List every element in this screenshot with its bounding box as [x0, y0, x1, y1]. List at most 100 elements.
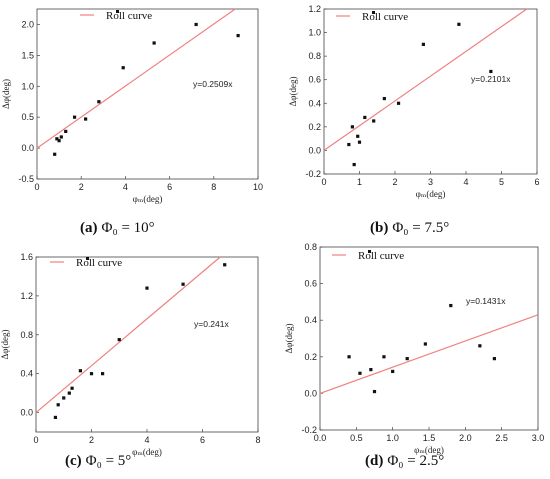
data-point — [101, 372, 105, 376]
fit-equation: y=0.241x — [194, 319, 229, 329]
x-tick-label: 5 — [499, 177, 504, 187]
data-point — [391, 369, 395, 374]
y-tick-label: 0.4 — [308, 98, 321, 108]
y-tick-label: 0.4 — [304, 315, 317, 325]
data-point — [457, 22, 461, 26]
data-point — [449, 303, 453, 308]
data-point — [194, 22, 198, 27]
data-point — [64, 129, 68, 133]
x-tick-label: 1.0 — [386, 433, 399, 443]
x-tick-label: 2 — [89, 435, 94, 445]
x-axis-label: φₘ(deg) — [132, 447, 162, 457]
x-tick-label: 6 — [534, 177, 539, 187]
x-tick-label: 4 — [144, 435, 149, 445]
x-tick-label: 6 — [200, 435, 205, 445]
data-point — [396, 101, 401, 105]
data-point — [382, 96, 386, 101]
caption-text: Φ₀ = 7.5° — [392, 220, 449, 236]
data-point — [357, 140, 362, 144]
caption-text: Φ₀ = 2.5° — [387, 453, 444, 469]
panel-caption: (a) Φ₀ = 10° — [80, 220, 155, 236]
fit-line — [323, 8, 528, 151]
legend-label: Roll curve — [362, 11, 408, 23]
fit-equation: y=0.2509x — [193, 79, 233, 89]
legend-label: Roll curve — [358, 250, 404, 262]
plot-frame — [35, 256, 259, 433]
plot-frame — [323, 8, 538, 175]
panel-caption: (c) Φ₀ = 5° — [65, 453, 131, 469]
data-point — [181, 282, 185, 286]
fit-line — [319, 314, 539, 394]
data-point — [372, 389, 377, 394]
data-point — [56, 403, 60, 407]
data-point — [97, 100, 101, 104]
data-point — [55, 137, 59, 141]
data-point — [53, 415, 58, 420]
y-axis-label: Δφ(deg) — [288, 77, 298, 107]
x-tick-label: 8 — [255, 435, 260, 445]
y-tick-label: 0.4 — [20, 369, 33, 379]
x-tick-label: 4 — [123, 182, 128, 192]
y-tick-label: -0.2 — [301, 425, 317, 435]
x-axis-label: φₘ(deg) — [416, 189, 446, 199]
data-point — [363, 115, 367, 120]
data-point — [356, 134, 360, 138]
data-point — [347, 355, 351, 359]
panel-caption: (b) Φ₀ = 7.5° — [370, 220, 449, 236]
legend-point-swatch — [368, 250, 371, 253]
y-tick-label: 1.0 — [21, 81, 34, 91]
x-tick-label: 8 — [211, 182, 216, 192]
data-point — [59, 135, 63, 139]
panel-a: 0 2 4 6 8 10 -0.5 0.0 0.5 1.0 1.5 2.0 Roll curve y=0.… — [1, 8, 263, 236]
panel-b: 0 1 2 3 4 5 6 -0.2 0.0 0.2 0.4 0.6 0.8 1.0 1.2 Roll cur… — [288, 4, 540, 236]
data-point — [423, 342, 427, 346]
x-tick-label: 4 — [463, 177, 468, 187]
panel-c: 0 2 4 6 8 0.0 0.4 0.8 1.2 1.6 Roll curve y=0.241x φₘ… — [0, 252, 261, 469]
data-point — [89, 372, 94, 376]
y-tick-label: -0.2 — [305, 169, 321, 179]
legend-point-swatch — [116, 10, 119, 13]
x-tick-label: 3.0 — [532, 433, 545, 443]
panel-d: 0.0 0.5 1.0 1.5 2.0 2.5 3.0-0.20.00.20.40.60.8… — [284, 242, 544, 469]
data-point — [62, 396, 66, 400]
y-tick-label: 0.5 — [21, 112, 34, 122]
x-tick-label: 6 — [167, 182, 172, 192]
data-point — [372, 119, 376, 123]
y-axis-label: Δφ(deg) — [1, 79, 11, 109]
caption-text: Φ₀ = 10° — [102, 220, 155, 236]
x-tick-label: 2 — [392, 177, 397, 187]
x-tick-label: 1 — [357, 177, 362, 187]
data-point — [382, 355, 386, 359]
legend-point-swatch — [86, 257, 89, 260]
data-point — [236, 33, 240, 38]
data-point — [121, 66, 125, 70]
data-point — [350, 125, 354, 129]
data-point — [70, 386, 74, 390]
data-point — [489, 69, 493, 74]
y-tick-label: 1.2 — [308, 4, 321, 14]
x-tick-label: 1.5 — [423, 433, 436, 443]
caption-text: Φ₀ = 5° — [86, 453, 132, 469]
data-point — [57, 139, 61, 143]
data-point — [117, 338, 121, 342]
y-tick-label: 0.6 — [304, 279, 317, 289]
y-tick-label: 0.0 — [304, 388, 317, 398]
y-tick-label: 0.8 — [20, 330, 33, 340]
data-point — [352, 162, 356, 167]
x-tick-label: 0 — [33, 435, 38, 445]
y-tick-label: 0.0 — [20, 408, 33, 418]
x-tick-label: 0 — [34, 182, 39, 192]
caption-letter: (d) — [365, 453, 383, 469]
legend-label: Roll curve — [76, 257, 122, 269]
data-point — [421, 42, 425, 46]
y-tick-label: 1.6 — [20, 252, 33, 262]
x-tick-label: 3 — [428, 177, 433, 187]
x-tick-label: 10 — [253, 182, 263, 192]
data-point — [152, 41, 156, 45]
caption-letter: (b) — [370, 220, 388, 236]
data-point — [369, 368, 373, 372]
data-point — [358, 371, 362, 375]
fit-line — [35, 256, 221, 414]
data-point — [67, 391, 71, 395]
